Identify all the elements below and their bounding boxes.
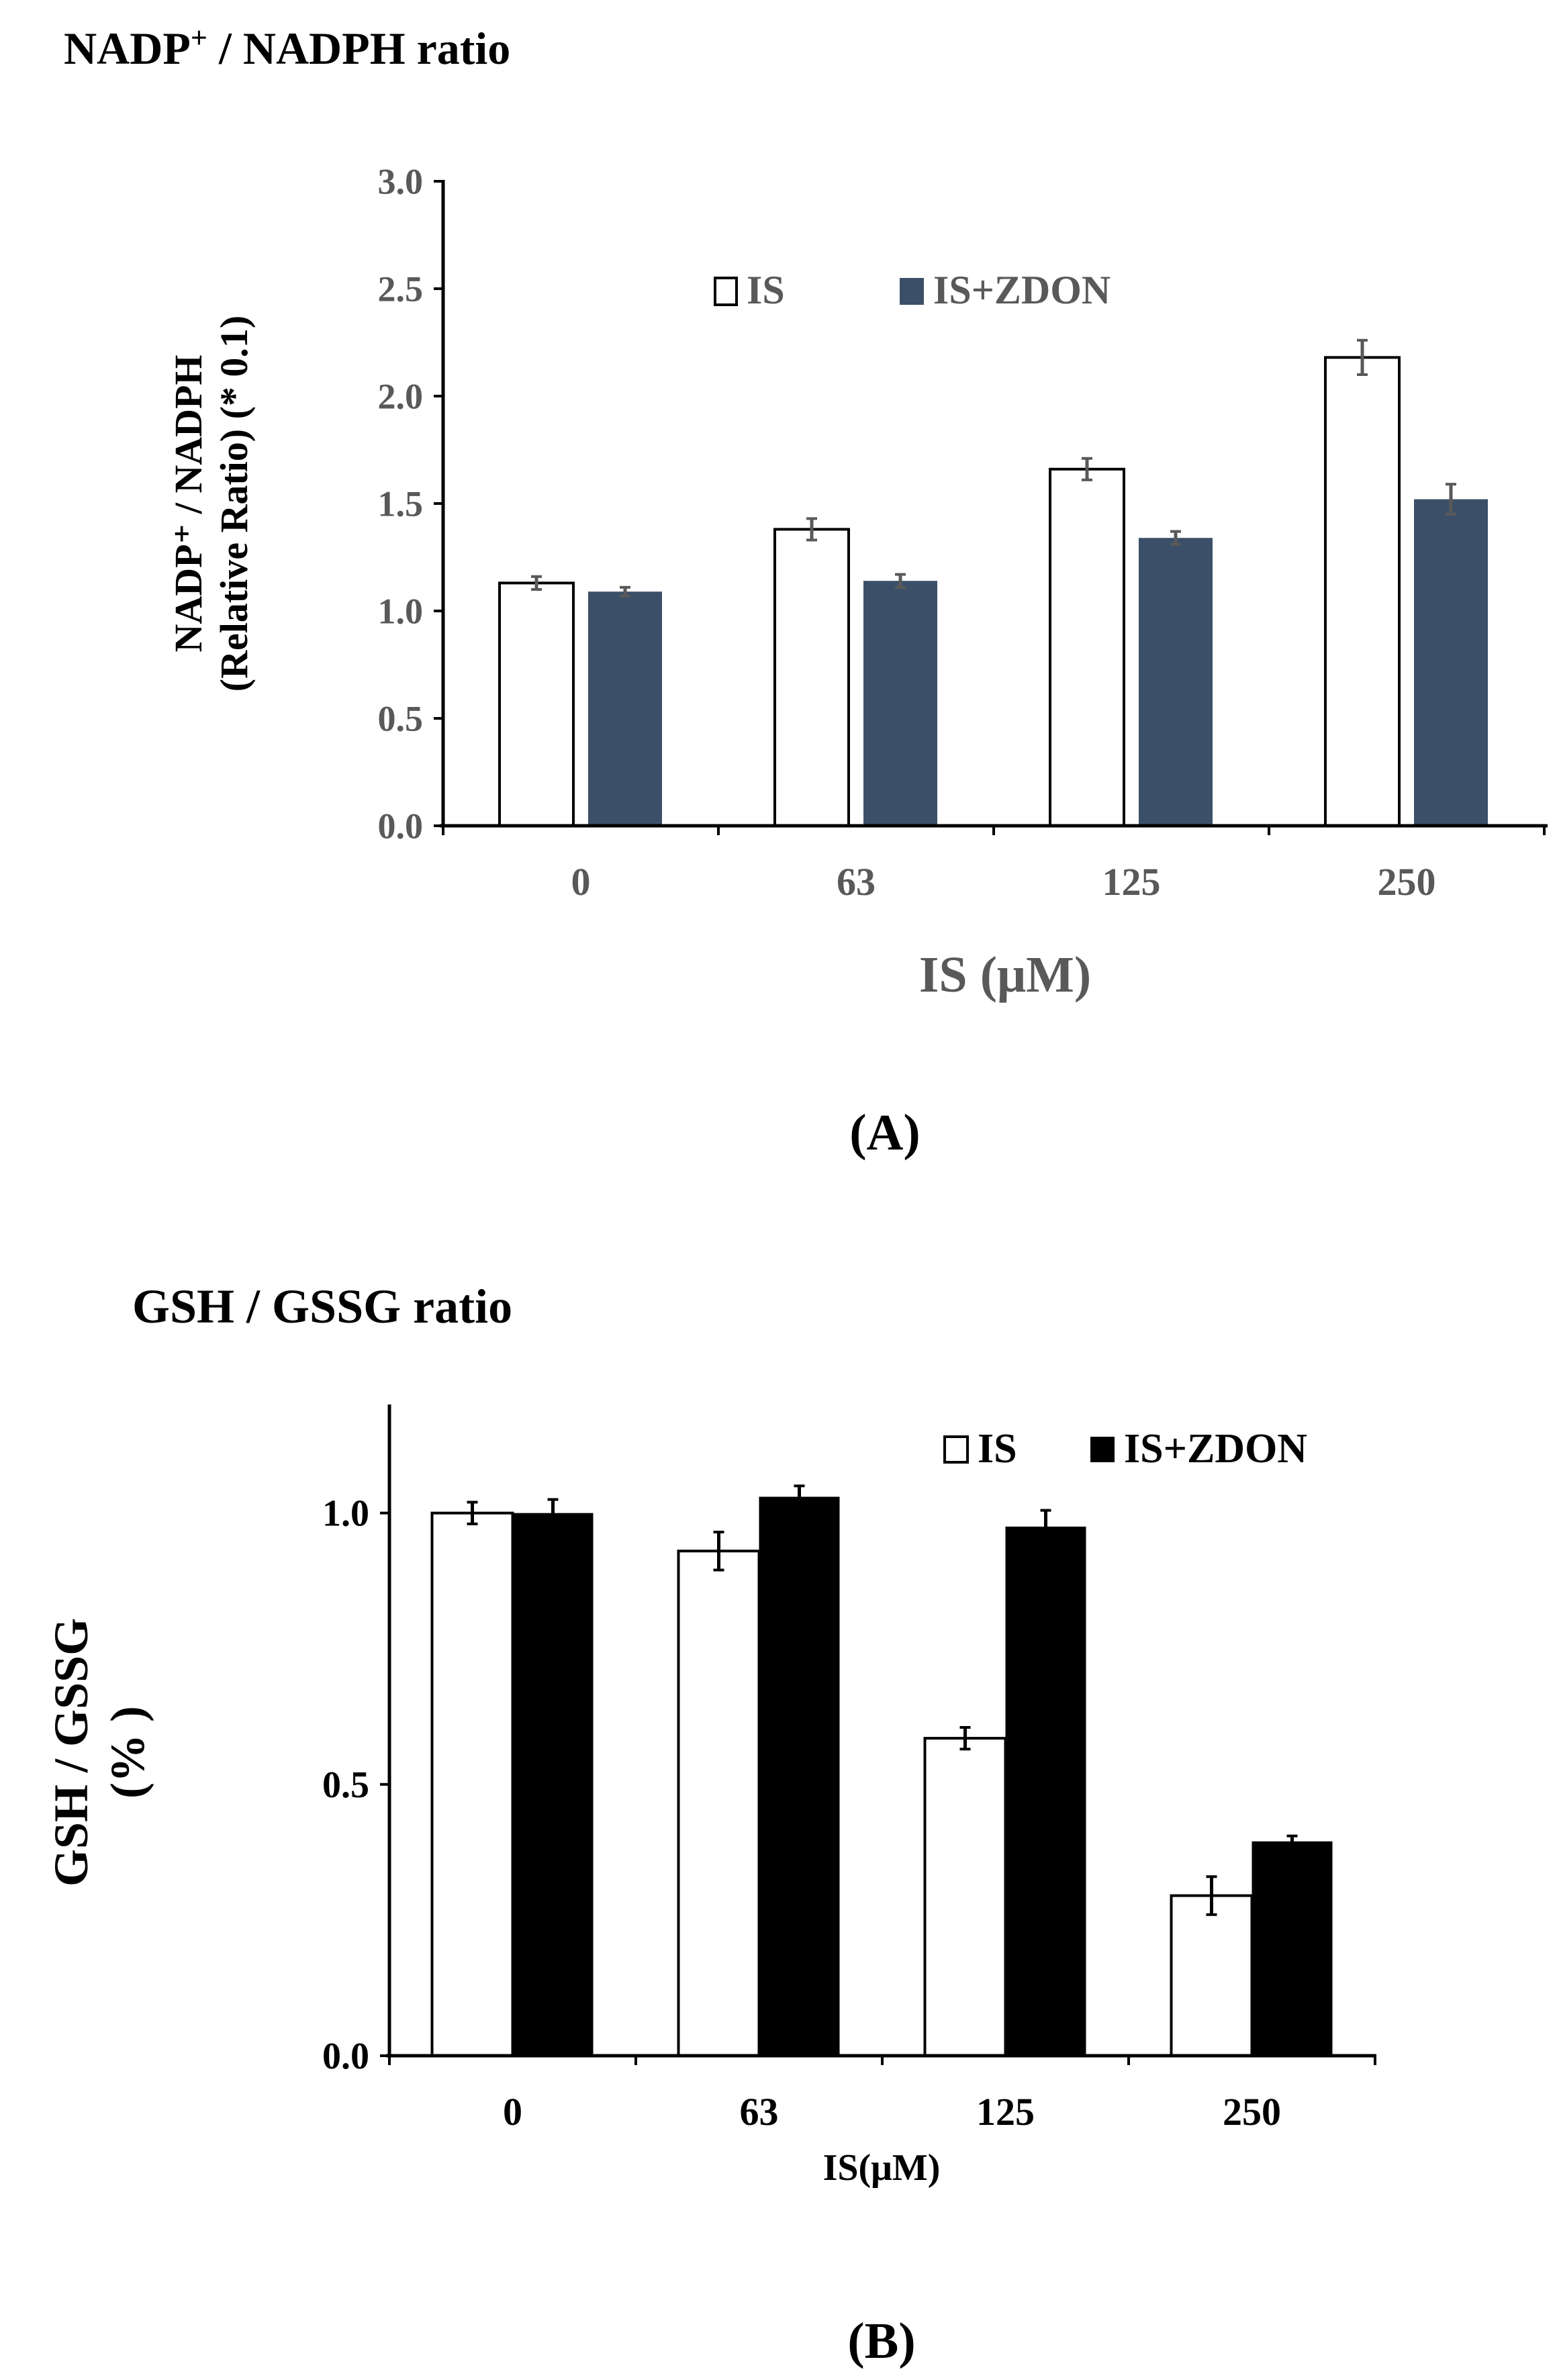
- bar-is-zdon-125: [1139, 538, 1213, 826]
- chart-b-y-label-line2: (% ): [101, 1706, 154, 1799]
- panel-a: NADP+ / NADPH ratio 0.0 0.5 1.0 1.5 2.0 2.5 3.…: [64, 21, 1548, 1161]
- chart-b-x-label: IS(μM): [823, 2147, 941, 2189]
- x-category-label: 125: [1102, 860, 1161, 904]
- x-category-label: 250: [1378, 860, 1436, 904]
- chart-b-y-label-line1: GSH / GSSG: [44, 1618, 98, 1887]
- y-tick-label: 2.5: [378, 269, 424, 309]
- chart-a-y-label: NADP⁺ / NADPH (Relative Ratio) (* 0.1): [167, 316, 256, 692]
- bar-is-125: [1049, 467, 1125, 827]
- bar-is-zdon-250: [1252, 1841, 1333, 2056]
- x-category-label: 63: [740, 2090, 779, 2134]
- legend-b-is-zdon-swatch: [1090, 1437, 1115, 1462]
- y-tick-label: 1.0: [322, 1493, 369, 1535]
- chart-a-x-label: IS (μM): [919, 947, 1091, 1003]
- bar-is-zdon-0: [512, 1513, 594, 2056]
- chart-a-title: NADP+ / NADPH ratio: [64, 21, 510, 74]
- y-tick-label: 2.0: [378, 376, 424, 416]
- chart-a-x-axis-ticks: 0 63 125 250: [442, 826, 1546, 904]
- legend-b-is-zdon-label: IS+ZDON: [1124, 1426, 1307, 1472]
- chart-b-y-label: GSH / GSSG (% ): [44, 1618, 154, 1887]
- chart-a-y-label-line1: NADP⁺ / NADPH: [167, 354, 210, 652]
- bar-is-0: [430, 1511, 514, 2058]
- legend-a-is-zdon-label: IS+ZDON: [933, 268, 1111, 312]
- legend-a-is-label: IS: [747, 268, 785, 312]
- chart-b-x-axis-ticks: 0 63 125 250: [388, 2056, 1376, 2134]
- x-category-label: 250: [1223, 2090, 1281, 2134]
- bar-is-0: [498, 581, 575, 828]
- y-tick-label: 0.0: [322, 2036, 369, 2077]
- x-category-label: 125: [976, 2090, 1035, 2134]
- chart-a-y-axis-ticks: 0.0 0.5 1.0 1.5 2.0 2.5 3.0: [378, 161, 443, 846]
- panel-b-label: (B): [847, 2313, 915, 2369]
- chart-b-title: GSH / GSSG ratio: [132, 1280, 512, 1333]
- y-tick-label: 0.0: [378, 806, 424, 846]
- bar-is-zdon-250: [1414, 499, 1488, 826]
- chart-a-bars: [498, 338, 1488, 828]
- bar-is-250: [1170, 1894, 1254, 2058]
- panel-a-label: (A): [849, 1104, 921, 1161]
- bar-is-125: [923, 1737, 1007, 2057]
- chart-b-legend: IS IS+ZDON: [943, 1426, 1307, 1472]
- y-tick-label: 1.0: [378, 591, 424, 631]
- legend-b-is-swatch: [943, 1435, 969, 1464]
- x-category-label: 0: [503, 2090, 522, 2134]
- legend-a-is-zdon-swatch: [900, 278, 924, 305]
- bar-is-250: [1324, 356, 1401, 827]
- chart-b-y-axis-ticks: 0.0 0.5 1.0: [322, 1493, 389, 2077]
- x-category-label: 0: [571, 860, 591, 904]
- chart-a-legend: IS IS+ZDON: [714, 268, 1111, 312]
- y-tick-label: 3.0: [378, 161, 424, 201]
- bar-is-zdon-125: [1005, 1526, 1086, 2056]
- bar-is-63: [677, 1550, 761, 2057]
- legend-a-is-swatch: [714, 277, 738, 306]
- chart-a-y-label-line2: (Relative Ratio) (* 0.1): [212, 316, 256, 692]
- chart-b-bars: [430, 1484, 1333, 2058]
- bar-is-zdon-0: [588, 591, 662, 826]
- y-tick-label: 1.5: [378, 483, 424, 524]
- x-category-label: 63: [837, 860, 876, 904]
- y-tick-label: 0.5: [378, 698, 424, 739]
- bar-is-zdon-63: [759, 1496, 840, 2056]
- legend-b-is-label: IS: [978, 1426, 1017, 1472]
- bar-is-zdon-63: [863, 581, 937, 826]
- bar-is-63: [773, 528, 850, 828]
- panel-b: GSH / GSSG ratio 0.0 0.5 1.0 0 63 125 250 GSH…: [44, 1280, 1376, 2369]
- y-tick-label: 0.5: [322, 1764, 369, 1806]
